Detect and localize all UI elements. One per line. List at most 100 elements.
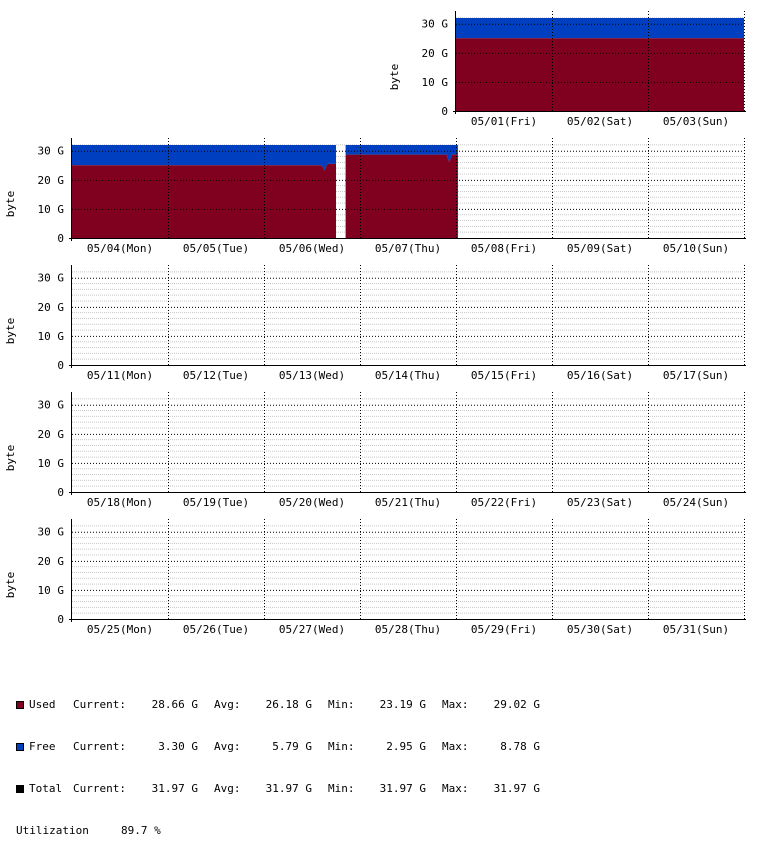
legend-min-label: Min: xyxy=(328,740,355,753)
x-day-label: 05/01(Fri) xyxy=(471,115,537,128)
y-tick-label: 20 G xyxy=(38,428,65,441)
y-tick-label: 30 G xyxy=(38,399,65,412)
y-tick-label: 0 xyxy=(57,486,64,499)
y-axis-label: byte xyxy=(4,191,17,218)
y-tick-label: 0 xyxy=(57,613,64,626)
x-day-label: 05/31(Sun) xyxy=(663,623,729,636)
legend-min-value: 23.19 G xyxy=(379,698,426,711)
y-axis-label: byte xyxy=(4,318,17,345)
x-day-label: 05/17(Sun) xyxy=(663,369,729,382)
legend-max-label: Max: xyxy=(442,782,469,795)
y-tick-label: 20 G xyxy=(422,47,449,60)
legend-max-value: 29.02 G xyxy=(493,698,540,711)
legend-swatch-total xyxy=(16,785,24,793)
x-day-label: 05/22(Fri) xyxy=(471,496,537,509)
x-day-label: 05/18(Mon) xyxy=(87,496,153,509)
legend-min-value: 31.97 G xyxy=(379,782,426,795)
legend-name: Total xyxy=(29,782,63,795)
y-tick-label: 20 G xyxy=(38,555,65,568)
legend-min-value: 2.95 G xyxy=(386,740,426,753)
y-axis-label: byte xyxy=(4,572,17,599)
x-day-label: 05/30(Sat) xyxy=(567,623,633,636)
utilization-value: 89.7 % xyxy=(121,824,161,837)
x-day-label: 05/15(Fri) xyxy=(471,369,537,382)
utilization-row: Utilization 89.7 % xyxy=(16,824,540,838)
legend-name: Free xyxy=(29,740,56,753)
chart-panel-2: 0 10 G 20 G 30 G byte 05/04(Mon) 05/05(Tue) 05/… xyxy=(4,138,746,255)
y-tick-label: 10 G xyxy=(38,457,65,470)
x-day-label: 05/26(Tue) xyxy=(183,623,249,636)
x-day-label: 05/28(Thu) xyxy=(375,623,441,636)
legend-avg-value: 31.97 G xyxy=(265,782,312,795)
legend-row-used: Used Current: 28.66 G Avg: 26.18 G Min: … xyxy=(16,698,540,712)
x-day-label: 05/12(Tue) xyxy=(183,369,249,382)
legend-max-value: 8.78 G xyxy=(500,740,540,753)
x-day-label: 05/23(Sat) xyxy=(567,496,633,509)
x-day-label: 05/19(Tue) xyxy=(183,496,249,509)
legend-current-label: Current: xyxy=(73,698,126,711)
y-tick-label: 10 G xyxy=(38,584,65,597)
x-day-label: 05/07(Thu) xyxy=(375,242,441,255)
legend-current-value: 31.97 G xyxy=(151,782,198,795)
x-day-label: 05/06(Wed) xyxy=(279,242,345,255)
legend-current-value: 28.66 G xyxy=(151,698,198,711)
chart-panel-5: 0 10 G 20 G 30 G byte 05/25(Mon) 05/26(Tue) 05/… xyxy=(4,519,746,636)
chart-panel-3: 0 10 G 20 G 30 G byte 05/11(Mon) 05/12(Tue) 05/… xyxy=(4,265,746,382)
y-tick-label: 10 G xyxy=(422,76,449,89)
y-tick-label: 30 G xyxy=(422,18,449,31)
free-area xyxy=(456,17,744,39)
utilization-label: Utilization xyxy=(16,824,89,837)
legend-min-label: Min: xyxy=(328,698,355,711)
x-day-label: 05/04(Mon) xyxy=(87,242,153,255)
chart-panel-4: 0 10 G 20 G 30 G byte 05/18(Mon) 05/19(Tue) 05/… xyxy=(4,392,746,509)
y-tick-label: 10 G xyxy=(38,330,65,343)
y-tick-label: 10 G xyxy=(38,203,65,216)
x-day-label: 05/13(Wed) xyxy=(279,369,345,382)
legend-current-value: 3.30 G xyxy=(158,740,198,753)
used-area xyxy=(72,163,336,238)
used-area xyxy=(456,38,744,111)
used-area xyxy=(345,154,458,238)
legend-name: Used xyxy=(29,698,56,711)
legend-max-label: Max: xyxy=(442,698,469,711)
x-day-label: 05/16(Sat) xyxy=(567,369,633,382)
y-tick-label: 0 xyxy=(441,105,448,118)
x-day-label: 05/29(Fri) xyxy=(471,623,537,636)
x-day-label: 05/09(Sat) xyxy=(567,242,633,255)
legend-current-label: Current: xyxy=(73,740,126,753)
y-tick-label: 0 xyxy=(57,359,64,372)
legend-avg-value: 26.18 G xyxy=(265,698,312,711)
y-tick-label: 20 G xyxy=(38,301,65,314)
legend-avg-label: Avg: xyxy=(214,698,241,711)
legend-current-label: Current: xyxy=(73,782,126,795)
free-area xyxy=(345,144,458,163)
legend-row-total: Total Current: 31.97 G Avg: 31.97 G Min:… xyxy=(16,782,540,796)
legend-min-label: Min: xyxy=(328,782,355,795)
y-tick-label: 30 G xyxy=(38,145,65,158)
legend-max-label: Max: xyxy=(442,740,469,753)
x-day-label: 05/11(Mon) xyxy=(87,369,153,382)
legend: Used Current: 28.66 G Avg: 26.18 G Min: … xyxy=(16,670,540,852)
y-axis-label: byte xyxy=(4,445,17,472)
x-day-label: 05/02(Sat) xyxy=(567,115,633,128)
x-day-label: 05/21(Thu) xyxy=(375,496,441,509)
legend-avg-label: Avg: xyxy=(214,782,241,795)
x-day-label: 05/25(Mon) xyxy=(87,623,153,636)
x-day-label: 05/20(Wed) xyxy=(279,496,345,509)
y-tick-label: 30 G xyxy=(38,272,65,285)
x-day-label: 05/05(Tue) xyxy=(183,242,249,255)
legend-swatch-free xyxy=(16,743,24,751)
legend-avg-value: 5.79 G xyxy=(272,740,312,753)
legend-swatch-used xyxy=(16,701,24,709)
x-day-label: 05/14(Thu) xyxy=(375,369,441,382)
memory-usage-chart: 0 10 G 20 G 30 G byte 05/01(Fri) 05/02(Sat) 05/… xyxy=(4,11,746,636)
y-tick-label: 30 G xyxy=(38,526,65,539)
y-tick-label: 20 G xyxy=(38,174,65,187)
x-day-label: 05/10(Sun) xyxy=(663,242,729,255)
y-tick-label: 0 xyxy=(57,232,64,245)
x-day-label: 05/03(Sun) xyxy=(663,115,729,128)
x-day-label: 05/27(Wed) xyxy=(279,623,345,636)
x-day-label: 05/24(Sun) xyxy=(663,496,729,509)
legend-max-value: 31.97 G xyxy=(493,782,540,795)
y-axis-label: byte xyxy=(388,64,401,91)
